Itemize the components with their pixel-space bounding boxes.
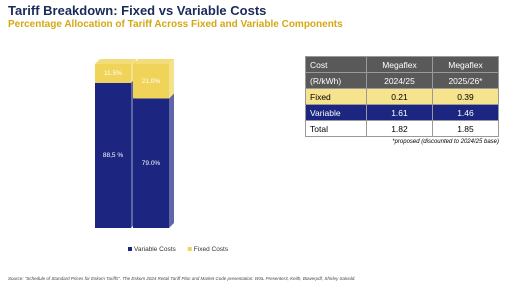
table-cell: 1.61: [365, 104, 433, 121]
table-row: (R/kWh) 2024/25 2025/26*: [305, 72, 500, 89]
table-cell: 2024/25: [365, 72, 433, 89]
legend-label: Fixed Costs: [194, 246, 229, 253]
chart: 88,5 % 11.5% 79.0% 21.0% Variable Costs Fixed…: [95, 59, 229, 253]
bar-top: [95, 59, 136, 64]
bar-side: [169, 93, 174, 228]
table-cell: 1.82: [365, 120, 433, 137]
table-cell: 1.46: [431, 104, 500, 121]
value-label: 11.5%: [104, 70, 122, 77]
table-cell: Cost: [305, 56, 367, 73]
bar-side: [169, 59, 174, 99]
table-cell: Megaflex: [365, 56, 433, 73]
table-row: Fixed 0.21 0.39: [305, 88, 500, 105]
table-cell: Variable: [305, 104, 367, 121]
value-label: 88,5 %: [103, 152, 123, 159]
table-cell: Total: [305, 120, 367, 137]
table-cell: (R/kWh): [305, 72, 367, 89]
table-row: Total 1.82 1.85: [305, 120, 500, 137]
table-cell: Megaflex: [431, 56, 500, 73]
table-row: Variable 1.61 1.46: [305, 104, 500, 121]
bar-segment: [133, 64, 169, 99]
legend-swatch: [187, 247, 192, 251]
value-label: 21.0%: [142, 78, 161, 85]
table-cell: 1.85: [431, 120, 500, 137]
bar-top: [133, 59, 174, 64]
title: Tariff Breakdown: Fixed vs Variable Cost…: [8, 3, 267, 18]
table-row: Cost Megaflex Megaflex: [305, 56, 500, 73]
table-cell: Fixed: [305, 88, 367, 105]
table-cell: 2025/26*: [431, 72, 500, 89]
table-cell: 0.21: [365, 88, 433, 105]
table-cell: 0.39: [431, 88, 500, 105]
subtitle: Percentage Allocation of Tariff Across F…: [8, 19, 343, 30]
table-note: *proposed (discounted to 2024/25 base): [392, 139, 499, 145]
bar-segment: [133, 98, 169, 228]
value-label: 79.0%: [142, 160, 161, 167]
source: Source: "Schedule of Standard Prices for…: [8, 276, 356, 281]
legend-swatch: [128, 247, 132, 251]
bar-segment: [95, 82, 131, 228]
bar-segment: [95, 64, 131, 83]
legend-label: Variable Costs: [134, 246, 177, 253]
tariff-table: Cost Megaflex Megaflex (R/kWh) 2024/25 2025/2…: [305, 56, 500, 137]
